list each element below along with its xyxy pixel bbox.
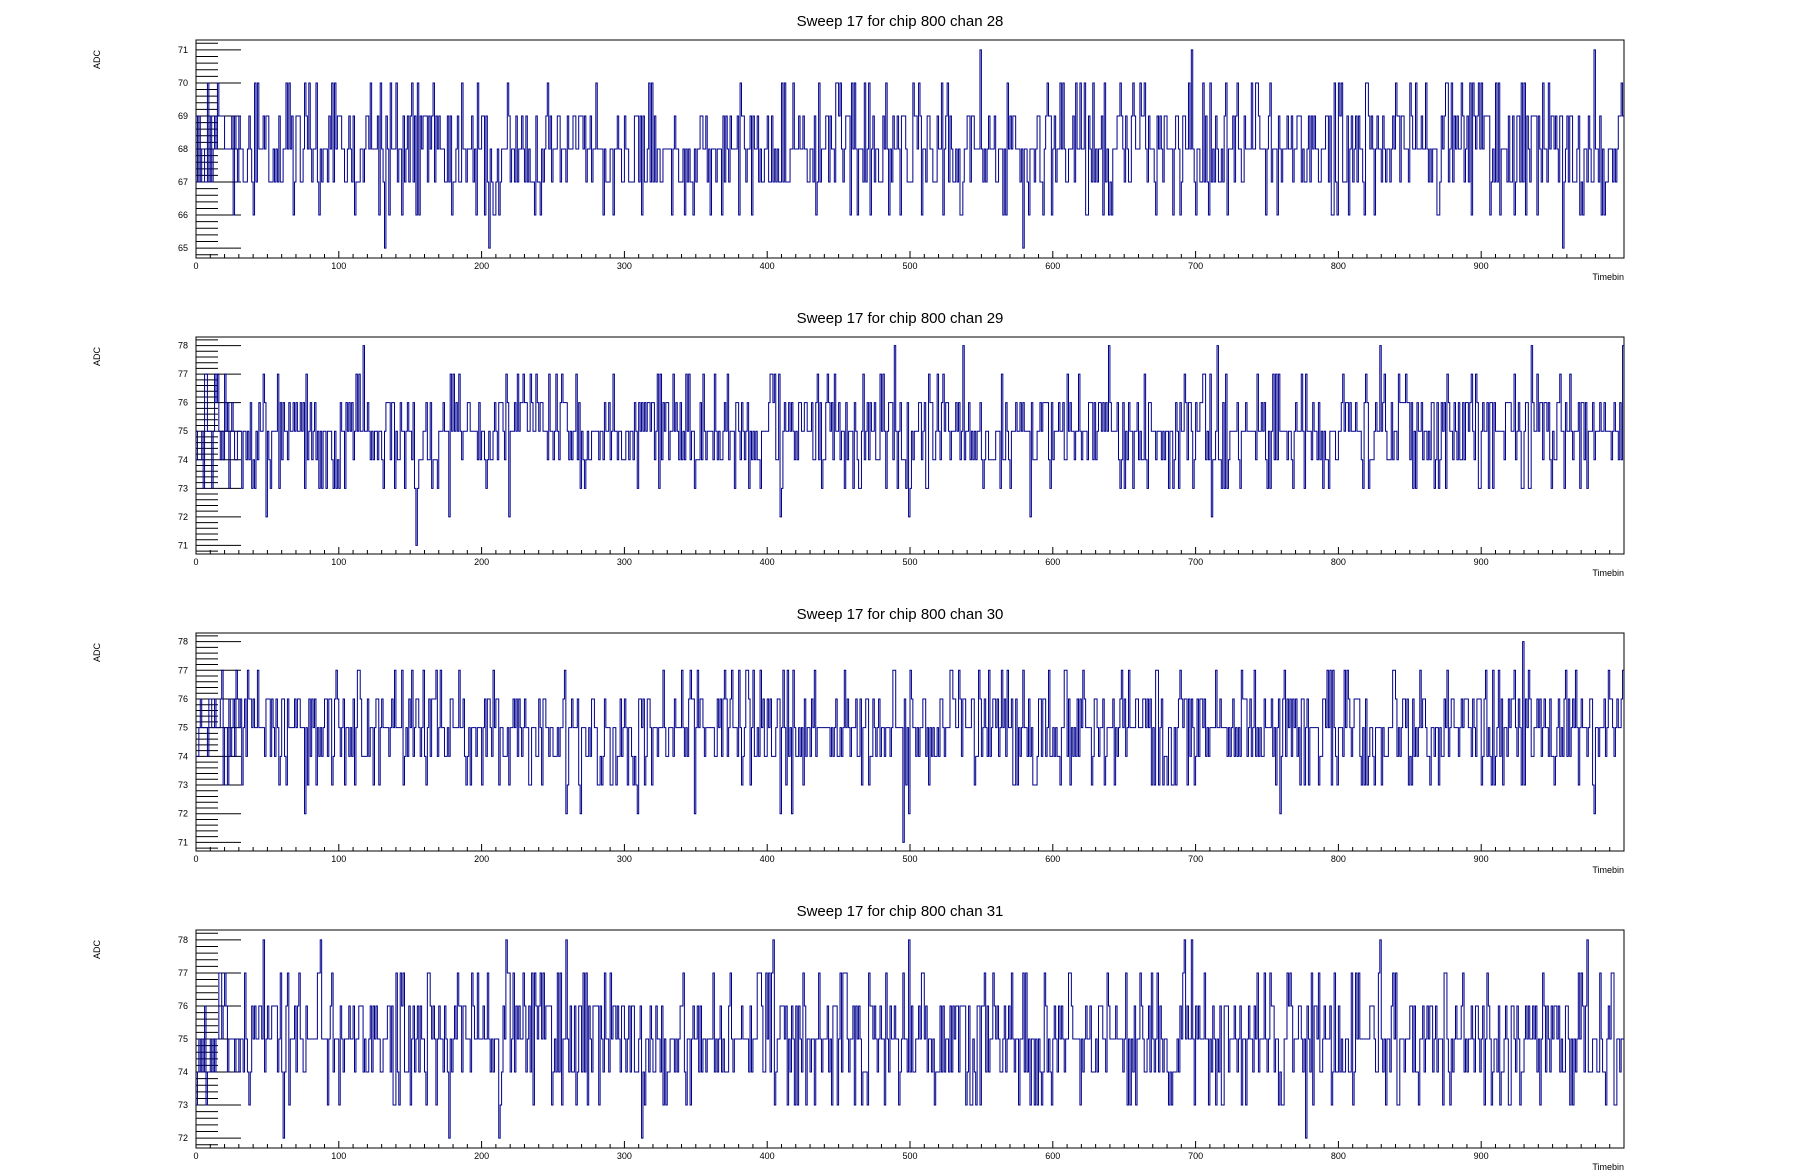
series-line <box>196 345 1624 546</box>
y-tick-label: 75 <box>178 723 188 733</box>
x-tick-label: 500 <box>902 261 917 271</box>
y-tick-label: 73 <box>178 483 188 493</box>
x-tick-label: 400 <box>760 854 775 864</box>
y-tick-label: 78 <box>178 637 188 647</box>
x-tick-label: 0 <box>193 261 198 271</box>
y-axis-label: ADC <box>92 940 102 960</box>
chart-title: Sweep 17 for chip 800 chan 31 <box>797 903 1004 920</box>
y-tick-label: 70 <box>178 78 188 88</box>
y-tick-label: 76 <box>178 1001 188 1011</box>
chart-panel-3: Sweep 17 for chip 800 chan 31 72 73 74 75 76 7… <box>92 903 1625 1172</box>
x-tick-label: 700 <box>1188 557 1203 567</box>
x-tick-label: 100 <box>331 261 346 271</box>
y-tick-label: 75 <box>178 426 188 436</box>
x-tick-label: 600 <box>1045 854 1060 864</box>
x-tick-label: 700 <box>1188 854 1203 864</box>
y-tick-label: 72 <box>178 512 188 522</box>
y-axis-label: ADC <box>92 643 102 663</box>
y-tick-label: 73 <box>178 780 188 790</box>
y-tick-label: 69 <box>178 111 188 121</box>
x-tick-label: 0 <box>193 854 198 864</box>
y-tick-label: 66 <box>178 210 188 220</box>
y-tick-label: 71 <box>178 837 188 847</box>
series-line <box>196 939 1624 1139</box>
x-tick-label: 600 <box>1045 557 1060 567</box>
series-line <box>196 641 1624 843</box>
x-tick-label: 200 <box>474 261 489 271</box>
y-tick-label: 78 <box>178 341 188 351</box>
x-tick-label: 800 <box>1331 557 1346 567</box>
x-tick-label: 600 <box>1045 1151 1060 1161</box>
x-tick-label: 100 <box>331 557 346 567</box>
x-tick-label: 500 <box>902 557 917 567</box>
y-tick-label: 74 <box>178 455 188 465</box>
chart-panel-0: Sweep 17 for chip 800 chan 28 65 66 67 68 69 7… <box>92 13 1625 282</box>
x-tick-label: 400 <box>760 557 775 567</box>
x-tick-label: 800 <box>1331 854 1346 864</box>
y-tick-label: 71 <box>178 540 188 550</box>
x-tick-label: 100 <box>331 1151 346 1161</box>
x-axis-label: Timebin <box>1592 1162 1624 1172</box>
x-axis-label: Timebin <box>1592 865 1624 875</box>
x-tick-label: 0 <box>193 557 198 567</box>
y-tick-label: 72 <box>178 1133 188 1143</box>
x-tick-label: 500 <box>902 854 917 864</box>
y-tick-label: 75 <box>178 1034 188 1044</box>
x-tick-label: 600 <box>1045 261 1060 271</box>
series-line <box>196 49 1624 249</box>
y-tick-label: 72 <box>178 809 188 819</box>
x-tick-label: 400 <box>760 261 775 271</box>
x-axis-label: Timebin <box>1592 568 1624 578</box>
y-tick-label: 68 <box>178 144 188 154</box>
chart-title: Sweep 17 for chip 800 chan 29 <box>797 310 1004 327</box>
y-tick-label: 78 <box>178 935 188 945</box>
y-axis-label: ADC <box>92 347 102 367</box>
x-tick-label: 900 <box>1474 261 1489 271</box>
x-tick-label: 700 <box>1188 261 1203 271</box>
chart-title: Sweep 17 for chip 800 chan 28 <box>797 13 1004 30</box>
x-tick-label: 300 <box>617 557 632 567</box>
chart-panel-1: Sweep 17 for chip 800 chan 29 71 72 73 74 75 7… <box>92 310 1625 578</box>
x-tick-label: 400 <box>760 1151 775 1161</box>
x-tick-label: 300 <box>617 854 632 864</box>
x-tick-label: 200 <box>474 557 489 567</box>
x-tick-label: 200 <box>474 1151 489 1161</box>
y-tick-label: 74 <box>178 1067 188 1077</box>
x-tick-label: 300 <box>617 1151 632 1161</box>
y-tick-label: 65 <box>178 243 188 253</box>
x-tick-label: 900 <box>1474 1151 1489 1161</box>
x-axis-label: Timebin <box>1592 272 1624 282</box>
x-tick-label: 0 <box>193 1151 198 1161</box>
chart-title: Sweep 17 for chip 800 chan 30 <box>797 606 1004 623</box>
y-tick-label: 71 <box>178 45 188 55</box>
y-tick-label: 76 <box>178 398 188 408</box>
y-axis-label: ADC <box>92 50 102 70</box>
x-tick-label: 100 <box>331 854 346 864</box>
x-tick-label: 200 <box>474 854 489 864</box>
x-tick-label: 700 <box>1188 1151 1203 1161</box>
x-tick-label: 800 <box>1331 1151 1346 1161</box>
y-tick-label: 74 <box>178 751 188 761</box>
y-tick-label: 77 <box>178 968 188 978</box>
y-tick-label: 76 <box>178 694 188 704</box>
x-tick-label: 900 <box>1474 854 1489 864</box>
x-tick-label: 500 <box>902 1151 917 1161</box>
y-tick-label: 67 <box>178 177 188 187</box>
chart-panel-2: Sweep 17 for chip 800 chan 30 71 72 73 74 75 7… <box>92 606 1625 875</box>
x-tick-label: 300 <box>617 261 632 271</box>
y-tick-label: 77 <box>178 665 188 675</box>
y-tick-label: 77 <box>178 369 188 379</box>
x-tick-label: 800 <box>1331 261 1346 271</box>
x-tick-label: 900 <box>1474 557 1489 567</box>
y-tick-label: 73 <box>178 1100 188 1110</box>
